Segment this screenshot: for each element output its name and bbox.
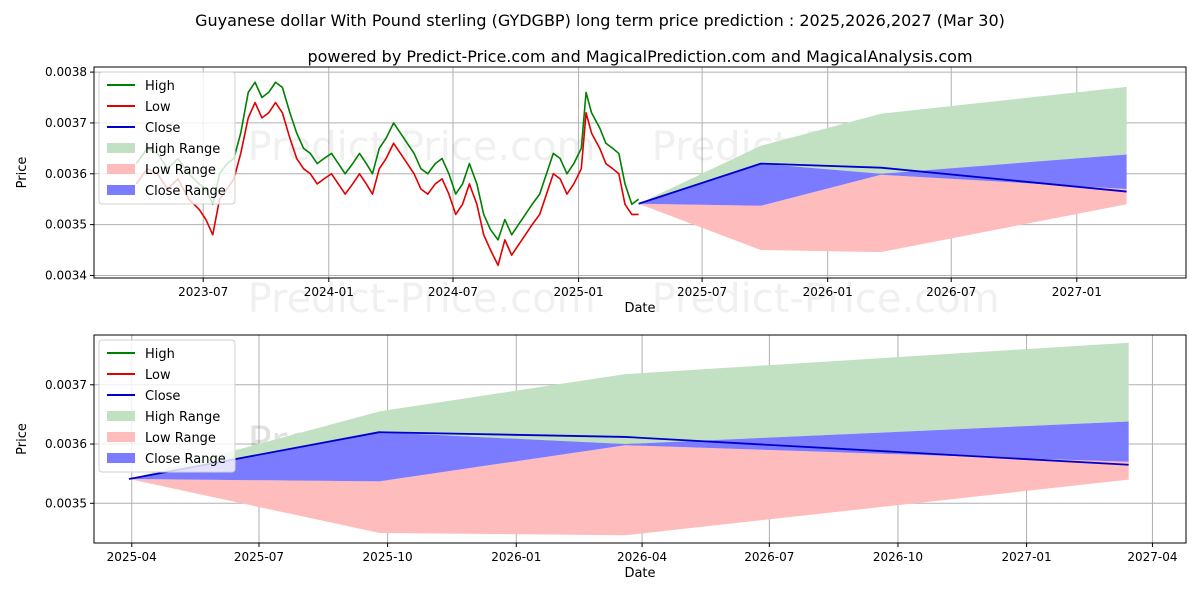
legend-label-high-range: High Range (145, 142, 220, 157)
legend-label-high: High (145, 347, 175, 362)
high-range-area (128, 342, 1129, 479)
legend-swatch-high-range (107, 143, 135, 153)
low-range-area (638, 174, 1127, 253)
high-range-area (638, 86, 1127, 204)
close-range-area (128, 421, 1129, 482)
x-axis-label: Date (624, 566, 655, 581)
x-tick-label: 2026-07 (926, 285, 976, 299)
legend-swatch-close-range (107, 453, 135, 463)
watermark-text: Predict-Price.com (248, 124, 596, 170)
y-tick-label: 0.0038 (45, 65, 87, 79)
watermark-text: Predict-Price.com (248, 276, 596, 322)
y-axis-label: Price (15, 157, 30, 189)
y-tick-label: 0.0034 (45, 268, 87, 282)
x-tick-label: 2027-01 (1002, 550, 1052, 564)
y-tick-label: 0.0036 (45, 437, 87, 451)
x-tick-label: 2026-04 (617, 550, 667, 564)
y-tick-label: 0.0037 (45, 116, 87, 130)
x-axis-label: Date (624, 301, 655, 316)
legend-swatch-close-range (107, 185, 135, 195)
legend-label-high-range: High Range (145, 410, 220, 425)
top-legend: High Low Close High Range Low Range Close Ran… (98, 71, 236, 205)
legend-label-close: Close (145, 121, 180, 136)
bottom-legend: High Low Close High Range Low Range Close Ran… (98, 339, 236, 473)
legend-swatch-low-range (107, 432, 135, 442)
x-tick-label: 2024-01 (304, 285, 354, 299)
legend-label-high: High (145, 79, 175, 94)
legend-label-close-range: Close Range (145, 452, 226, 467)
x-tick-label: 2025-07 (234, 550, 284, 564)
x-tick-label: 2025-04 (107, 550, 157, 564)
y-tick-label: 0.0036 (45, 167, 87, 181)
legend-label-low: Low (145, 368, 171, 383)
watermark-text: Predict-Price.com (652, 276, 1000, 322)
x-tick-label: 2026-07 (744, 550, 794, 564)
close-range-area (638, 154, 1127, 206)
legend-label-low-range: Low Range (145, 431, 216, 446)
y-tick-label: 0.0035 (45, 496, 87, 510)
x-tick-label: 2026-01 (803, 285, 853, 299)
bottom-axes-frame (93, 334, 1187, 544)
x-tick-label: 2027-04 (1127, 550, 1177, 564)
y-tick-label: 0.0035 (45, 218, 87, 232)
top-axes-frame (93, 66, 1187, 279)
low-range-area (128, 445, 1129, 536)
legend-label-low: Low (145, 100, 171, 115)
chart-subtitle: powered by Predict-Price.com and Magical… (307, 47, 972, 66)
x-tick-label: 2023-07 (178, 285, 228, 299)
legend-label-close: Close (145, 389, 180, 404)
bottom-plot-area (128, 342, 1129, 536)
close-forecast-line (128, 431, 1129, 480)
top-plot-area (135, 81, 1127, 267)
x-tick-label: 2025-07 (677, 285, 727, 299)
legend-label-close-range: Close Range (145, 184, 226, 199)
top-chart-panel: Predict-Price.com Predict-Price.com Predic… (15, 65, 1187, 322)
x-tick-label: 2025-10 (363, 550, 413, 564)
x-tick-label: 2024-07 (428, 285, 478, 299)
legend-swatch-high-range (107, 411, 135, 421)
chart-title: Guyanese dollar With Pound sterling (GYD… (195, 11, 1005, 30)
close-forecast-line (638, 162, 1127, 205)
y-tick-label: 0.0037 (45, 378, 87, 392)
bottom-chart-panel: Predict-Price.comPredict-Price.comPredic… (15, 334, 1187, 581)
x-tick-label: 2026-10 (873, 550, 923, 564)
y-axis-label: Price (15, 423, 30, 455)
legend-label-low-range: Low Range (145, 163, 216, 178)
x-tick-label: 2026-01 (491, 550, 541, 564)
x-tick-label: 2027-01 (1052, 285, 1102, 299)
legend-swatch-low-range (107, 164, 135, 174)
x-tick-label: 2025-01 (554, 285, 604, 299)
